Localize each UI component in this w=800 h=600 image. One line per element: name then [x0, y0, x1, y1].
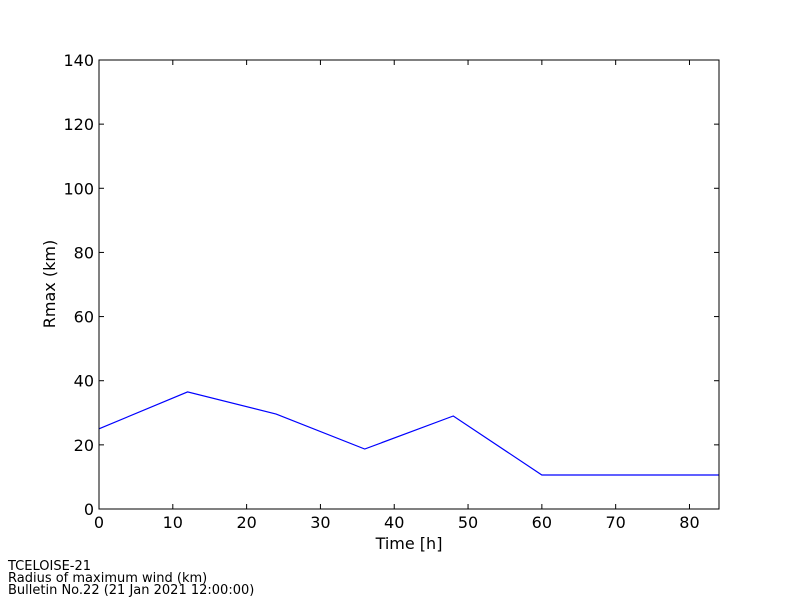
x-tick-label: 0 [94, 513, 104, 532]
x-tick-label: 40 [384, 513, 404, 532]
footer-note: TCELOISE-21 [7, 559, 91, 574]
x-tick-label: 60 [532, 513, 552, 532]
y-tick-label: 40 [74, 372, 94, 391]
x-tick-label: 10 [163, 513, 183, 532]
y-tick-label: 60 [74, 308, 94, 327]
plot-frame [98, 59, 720, 510]
x-tick-label: 30 [310, 513, 330, 532]
x-axis-label: Time [h] [375, 534, 443, 553]
x-tick-label: 20 [236, 513, 256, 532]
data-line [98, 391, 719, 476]
y-tick-label: 120 [63, 115, 94, 134]
y-tick-label: 20 [74, 436, 94, 455]
footer-note: Bulletin No.22 (21 Jan 2021 12:00:00) [8, 583, 254, 598]
footer-note: Radius of maximum wind (km) [8, 571, 207, 586]
y-tick-label: 0 [84, 500, 94, 519]
y-axis-label: Rmax (km) [40, 240, 59, 328]
x-tick-label: 70 [605, 513, 625, 532]
y-tick-label: 80 [74, 243, 94, 262]
y-tick-label: 140 [63, 51, 94, 70]
x-tick-label: 80 [679, 513, 699, 532]
x-tick-label: 50 [458, 513, 478, 532]
y-tick-label: 100 [63, 179, 94, 198]
